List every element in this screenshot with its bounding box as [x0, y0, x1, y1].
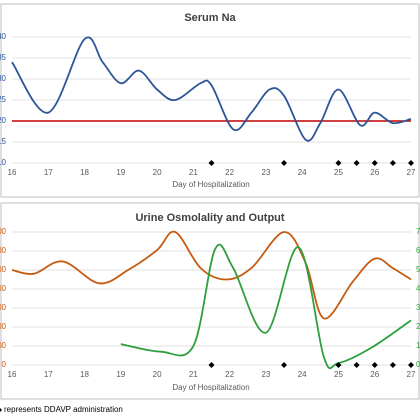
x-tick-label: 25	[334, 168, 343, 177]
x-tick-label: 27	[407, 168, 416, 177]
ddavp-marker	[281, 160, 288, 166]
x-tick-label: 19	[116, 168, 125, 177]
ddavp-marker	[371, 362, 378, 368]
panel	[0, 3, 420, 198]
x-tick-label: 23	[261, 168, 270, 177]
y-tick-label: 140	[0, 32, 7, 41]
x-tick-label: 26	[370, 168, 379, 177]
y2-tick-label: 5	[416, 265, 420, 274]
x-tick-label: 17	[44, 168, 53, 177]
y-tick-label: 115	[0, 137, 7, 146]
series-line	[11, 36, 412, 142]
y-tick-label: 500	[0, 265, 7, 274]
x-tick-label: 23	[261, 370, 270, 379]
series-line	[120, 243, 412, 370]
y-tick-label: 110	[0, 158, 7, 167]
x-tick-label: 21	[189, 168, 198, 177]
y2-tick-label: 2	[416, 322, 420, 331]
y2-tick-label: 7	[416, 227, 420, 236]
ddavp-marker	[208, 362, 215, 368]
y-tick-label: 100	[0, 341, 7, 350]
ddavp-marker	[371, 160, 378, 166]
y2-tick-label: 6	[416, 246, 420, 255]
ddavp-marker	[389, 160, 396, 166]
x-tick-label: 20	[153, 370, 162, 379]
ddavp-marker	[389, 362, 396, 368]
ddavp-marker	[353, 160, 360, 166]
x-tick-label: 16	[8, 370, 17, 379]
ddavp-marker	[408, 160, 414, 166]
y-tick-label: 120	[0, 116, 7, 125]
ddavp-marker	[335, 160, 342, 166]
x-tick-label: 26	[370, 370, 379, 379]
y-tick-label: 400	[0, 284, 7, 293]
chart-title: Urine Osmolality and Output	[135, 212, 284, 224]
x-tick-label: 16	[8, 168, 17, 177]
x-tick-label: 19	[116, 370, 125, 379]
chart-title: Serum Na	[184, 12, 236, 24]
x-tick-label: 24	[298, 168, 307, 177]
x-tick-label: 17	[44, 370, 53, 379]
y2-tick-label: 3	[416, 303, 420, 312]
ddavp-marker	[208, 160, 215, 166]
legend-diamond	[0, 408, 2, 412]
x-tick-label: 24	[298, 370, 307, 379]
ddavp-marker	[408, 362, 414, 368]
x-tick-label: 22	[225, 370, 234, 379]
y-tick-label: 700	[0, 227, 7, 236]
y2-tick-label: 4	[416, 284, 420, 293]
ddavp-marker	[335, 362, 342, 368]
series-line	[11, 230, 412, 320]
footnote: represents DDAVP administration	[4, 405, 123, 414]
x-tick-label: 18	[80, 168, 89, 177]
ddavp-marker	[353, 362, 360, 368]
y-tick-label: 200	[0, 322, 7, 331]
x-tick-label: 20	[153, 168, 162, 177]
y-tick-label: 125	[0, 95, 7, 104]
y-tick-label: 300	[0, 303, 7, 312]
x-tick-label: 25	[334, 370, 343, 379]
y-tick-label: 0	[2, 360, 7, 369]
x-axis-title: Day of Hospitalization	[172, 383, 249, 392]
ddavp-marker	[281, 362, 288, 368]
x-tick-label: 18	[80, 370, 89, 379]
panel	[0, 202, 420, 400]
x-tick-label: 27	[407, 370, 416, 379]
y-tick-label: 600	[0, 246, 7, 255]
y-tick-label: 130	[0, 74, 7, 83]
y2-tick-label: 0	[416, 360, 420, 369]
x-axis-title: Day of Hospitalization	[172, 180, 249, 189]
y-tick-label: 135	[0, 53, 7, 62]
x-tick-label: 22	[225, 168, 234, 177]
x-tick-label: 21	[189, 370, 198, 379]
y2-tick-label: 1	[416, 341, 420, 350]
